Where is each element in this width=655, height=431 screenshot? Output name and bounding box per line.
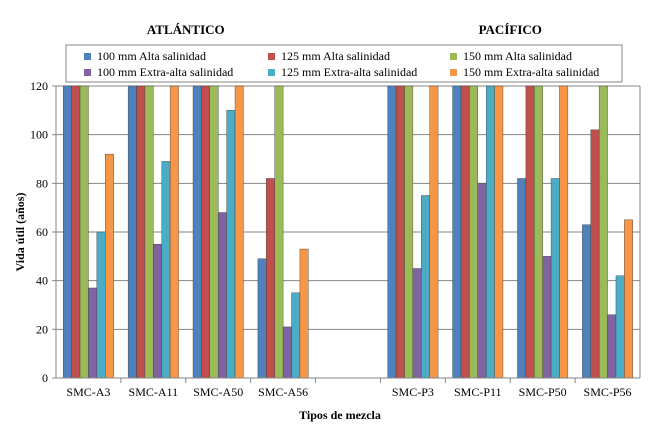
region-title: ATLÁNTICO <box>147 22 225 37</box>
legend: 100 mm Alta salinidad 125 mm Alta salinid… <box>65 44 623 83</box>
bar <box>234 85 244 379</box>
y-tick-label: 60 <box>36 225 48 239</box>
bar <box>550 178 560 379</box>
bar <box>494 85 504 379</box>
x-tick-label: SMC-A50 <box>193 385 243 399</box>
bar <box>88 287 98 379</box>
bar <box>590 129 600 379</box>
bar <box>79 85 89 379</box>
bar <box>395 85 405 379</box>
bar <box>63 85 72 379</box>
bar <box>525 85 535 379</box>
bar <box>127 85 137 379</box>
bar <box>274 85 284 379</box>
bar <box>299 248 309 379</box>
bar <box>517 178 527 379</box>
legend-label: 100 mm Alta salinidad <box>97 49 206 63</box>
x-tick-label: SMC-A11 <box>129 385 179 399</box>
bar <box>226 110 236 379</box>
bar <box>429 85 439 379</box>
legend-swatch <box>450 53 457 60</box>
bar <box>201 85 211 379</box>
legend-label: 125 mm Alta salinidad <box>281 49 390 63</box>
y-tick-label: 80 <box>36 176 48 190</box>
bar <box>485 85 495 379</box>
x-tick-label: SMC-P50 <box>519 385 567 399</box>
bar <box>421 195 430 379</box>
region-title: PACÍFICO <box>479 22 542 37</box>
bar <box>71 85 81 379</box>
bar <box>161 161 171 379</box>
legend-swatch <box>84 53 91 60</box>
bar <box>477 183 487 379</box>
legend-swatch <box>268 53 275 60</box>
bar <box>387 85 397 379</box>
bar <box>412 268 422 379</box>
x-tick-label: SMC-A3 <box>66 385 110 399</box>
bar <box>192 85 202 379</box>
y-axis-title: Vida útil (años) <box>13 193 27 272</box>
y-tick-label: 40 <box>36 274 48 288</box>
x-tick-label: SMC-P56 <box>584 385 632 399</box>
bar <box>257 258 267 379</box>
legend-label: 150 mm Extra-alta salinidad <box>463 65 599 79</box>
legend-swatch <box>268 69 275 76</box>
bar <box>291 292 301 379</box>
y-tick-label: 20 <box>36 322 48 336</box>
bar <box>598 85 608 379</box>
axes <box>52 85 641 383</box>
legend-swatch <box>450 69 457 76</box>
x-tick-label: SMC-P11 <box>454 385 502 399</box>
bar <box>266 178 275 379</box>
labels: 0 20 40 60 80 100 120 SMC-A3 SMC-A11 SMC-A50 SMC-A… <box>13 22 632 422</box>
y-tick-label: 0 <box>42 371 48 385</box>
bar <box>582 224 591 379</box>
bar <box>218 212 227 379</box>
bar <box>136 85 146 379</box>
bar <box>607 314 617 379</box>
y-tick-label: 100 <box>30 128 48 142</box>
bar <box>452 85 462 379</box>
y-tick-label: 120 <box>30 79 48 93</box>
legend-label: 100 mm Extra-alta salinidad <box>97 65 233 79</box>
x-tick-label: SMC-P3 <box>392 385 434 399</box>
bar <box>105 153 114 379</box>
bar <box>144 85 154 379</box>
x-tick-label: SMC-A56 <box>258 385 308 399</box>
bar <box>615 275 625 379</box>
legend-label: 150 mm Alta salinidad <box>463 49 572 63</box>
bar <box>469 85 478 379</box>
bar <box>404 85 414 379</box>
legend-swatch <box>84 69 91 76</box>
legend-label: 125 mm Extra-alta salinidad <box>281 65 417 79</box>
bar <box>559 85 569 379</box>
bar <box>153 243 162 379</box>
bars <box>63 85 633 379</box>
bar <box>169 85 179 379</box>
bar <box>209 85 219 379</box>
bar <box>282 326 292 379</box>
bar <box>624 219 633 379</box>
bar <box>542 256 552 379</box>
x-axis-title: Tipos de mezcla <box>299 408 381 422</box>
legend-box <box>65 44 623 83</box>
bar <box>534 85 543 379</box>
bar <box>96 231 106 379</box>
bar <box>460 85 470 379</box>
